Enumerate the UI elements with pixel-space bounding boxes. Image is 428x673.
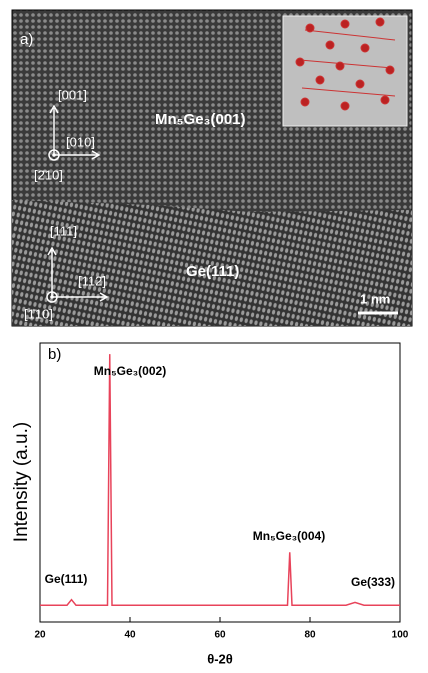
xrd-chart: b) θ-2θ Intensity (a.u.) [11, 342, 401, 666]
direction: [112̄] [78, 273, 106, 288]
direction: [1̄10] [24, 306, 53, 321]
axes-arrows [46, 104, 398, 315]
crystal [295, 17, 396, 111]
panel-label: a) [20, 31, 33, 48]
direction: [111] [50, 223, 77, 238]
panel-label: b) [48, 346, 61, 363]
x-tick-label: 80 [304, 630, 316, 641]
scale-bar-label: 1 nm [360, 291, 390, 306]
direction: [010] [66, 134, 95, 149]
x-tick-label: 60 [214, 630, 226, 641]
y-axis-label: Intensity (a.u.) [11, 422, 32, 542]
peak-label: Ge(111) [45, 572, 88, 586]
x-tick-label: 100 [392, 630, 409, 641]
peak-label: Ge(333) [351, 575, 395, 589]
direction: [2̄10] [34, 167, 63, 182]
peak-label: Mn₅Ge₃(004) [253, 529, 325, 543]
x-tick-label: 40 [124, 630, 136, 641]
tem-bottom [12, 200, 412, 326]
tem-image: a) [001] [010] [2̄10] Mn₅Ge₃(001) [111] … [11, 9, 413, 327]
phase-label: Mn₅Ge₃(001) [155, 111, 246, 128]
x-axis-label: θ-2θ [207, 651, 233, 666]
plot-frame [39, 342, 401, 623]
peak-label: Mn₅Ge₃(002) [94, 364, 166, 378]
direction: [001] [58, 87, 87, 102]
phase-label: Ge(111) [186, 263, 239, 280]
xrd-line [40, 354, 400, 607]
x-tick-label: 20 [34, 630, 46, 641]
